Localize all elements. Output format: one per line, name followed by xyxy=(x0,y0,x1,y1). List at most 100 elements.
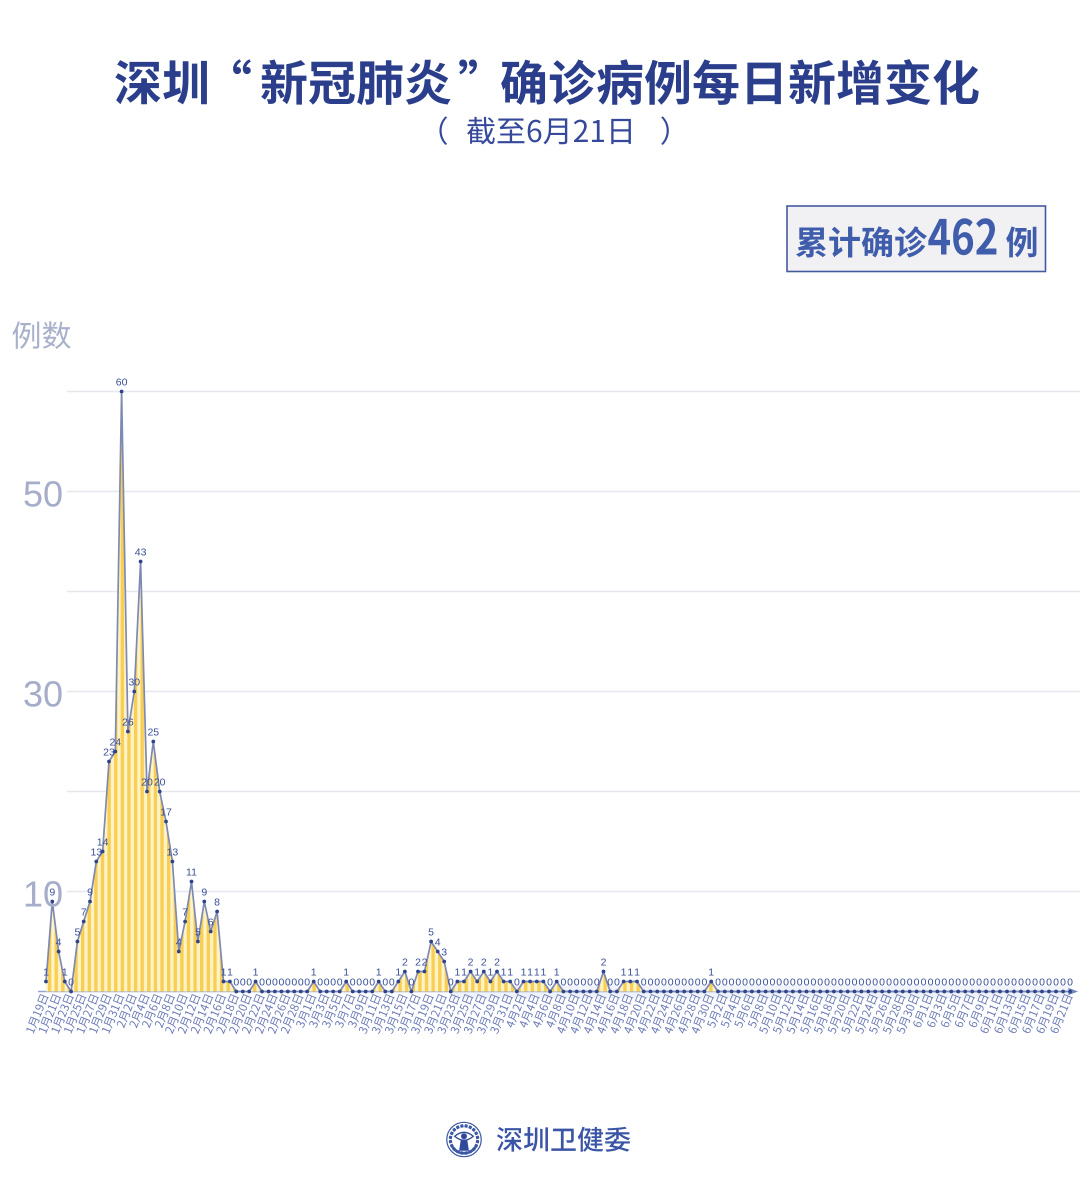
svg-text:30: 30 xyxy=(23,674,63,715)
svg-text:1: 1 xyxy=(534,967,540,979)
svg-text:1: 1 xyxy=(253,967,259,979)
svg-text:1: 1 xyxy=(501,967,507,979)
svg-text:0: 0 xyxy=(934,977,940,989)
svg-text:0: 0 xyxy=(246,977,252,989)
svg-text:25: 25 xyxy=(147,727,159,739)
svg-text:9: 9 xyxy=(87,887,93,899)
svg-text:0: 0 xyxy=(266,977,272,989)
svg-text:0: 0 xyxy=(955,977,961,989)
svg-text:0: 0 xyxy=(701,977,707,989)
svg-text:1: 1 xyxy=(507,967,513,979)
svg-text:1: 1 xyxy=(311,967,317,979)
svg-text:0: 0 xyxy=(941,977,947,989)
svg-text:0: 0 xyxy=(824,977,830,989)
svg-text:0: 0 xyxy=(594,977,600,989)
svg-text:11: 11 xyxy=(186,867,197,879)
svg-text:0: 0 xyxy=(893,977,899,989)
svg-text:1: 1 xyxy=(627,967,633,979)
svg-text:0: 0 xyxy=(1060,977,1066,989)
svg-text:0: 0 xyxy=(648,977,654,989)
svg-text:0: 0 xyxy=(962,977,968,989)
svg-text:0: 0 xyxy=(408,977,414,989)
svg-text:7: 7 xyxy=(81,907,87,919)
svg-text:0: 0 xyxy=(969,977,975,989)
svg-text:0: 0 xyxy=(356,977,362,989)
svg-text:0: 0 xyxy=(674,977,680,989)
svg-text:0: 0 xyxy=(735,977,741,989)
svg-text:1: 1 xyxy=(540,967,546,979)
svg-text:1: 1 xyxy=(395,967,401,979)
svg-text:7: 7 xyxy=(182,907,188,919)
svg-text:0: 0 xyxy=(285,977,291,989)
svg-text:26: 26 xyxy=(122,717,134,729)
svg-text:17: 17 xyxy=(160,807,172,819)
svg-text:0: 0 xyxy=(990,977,996,989)
svg-text:0: 0 xyxy=(1032,977,1038,989)
svg-text:0: 0 xyxy=(547,977,553,989)
svg-text:6: 6 xyxy=(208,917,214,929)
svg-text:1: 1 xyxy=(527,967,533,979)
svg-text:5: 5 xyxy=(428,927,434,939)
svg-text:1: 1 xyxy=(454,967,460,979)
svg-text:3: 3 xyxy=(441,947,447,959)
svg-text:9: 9 xyxy=(201,887,207,899)
svg-text:1: 1 xyxy=(227,967,233,979)
svg-text:0: 0 xyxy=(928,977,934,989)
svg-text:0: 0 xyxy=(1046,977,1052,989)
svg-text:0: 0 xyxy=(661,977,667,989)
svg-text:1: 1 xyxy=(221,967,227,979)
svg-text:0: 0 xyxy=(350,977,356,989)
svg-text:43: 43 xyxy=(135,547,147,559)
svg-text:0: 0 xyxy=(852,977,858,989)
svg-text:0: 0 xyxy=(1025,977,1031,989)
svg-text:20: 20 xyxy=(141,777,153,789)
svg-text:0: 0 xyxy=(668,977,674,989)
svg-text:0: 0 xyxy=(317,977,323,989)
svg-text:60: 60 xyxy=(116,377,128,389)
svg-text:0: 0 xyxy=(845,977,851,989)
svg-text:0: 0 xyxy=(259,977,265,989)
svg-text:1: 1 xyxy=(634,967,640,979)
svg-text:2: 2 xyxy=(415,957,421,969)
svg-text:0: 0 xyxy=(278,977,284,989)
svg-text:4: 4 xyxy=(176,937,182,949)
svg-text:0: 0 xyxy=(291,977,297,989)
svg-text:0: 0 xyxy=(654,977,660,989)
svg-text:0: 0 xyxy=(448,977,454,989)
svg-text:0: 0 xyxy=(324,977,330,989)
svg-text:0: 0 xyxy=(763,977,769,989)
svg-text:23: 23 xyxy=(103,747,115,759)
svg-text:1: 1 xyxy=(62,967,68,979)
svg-text:9: 9 xyxy=(49,887,55,899)
svg-text:0: 0 xyxy=(363,977,369,989)
svg-text:0: 0 xyxy=(607,977,613,989)
svg-text:0: 0 xyxy=(907,977,913,989)
svg-text:1: 1 xyxy=(461,967,467,979)
svg-text:0: 0 xyxy=(580,977,586,989)
svg-text:0: 0 xyxy=(872,977,878,989)
svg-text:5: 5 xyxy=(195,927,201,939)
svg-text:0: 0 xyxy=(330,977,336,989)
svg-text:0: 0 xyxy=(858,977,864,989)
svg-text:0: 0 xyxy=(865,977,871,989)
svg-text:0: 0 xyxy=(879,977,885,989)
svg-text:0: 0 xyxy=(1067,977,1073,989)
svg-text:20: 20 xyxy=(154,777,166,789)
svg-text:0: 0 xyxy=(567,977,573,989)
svg-text:0: 0 xyxy=(1011,977,1017,989)
svg-text:1: 1 xyxy=(43,967,49,979)
svg-text:0: 0 xyxy=(382,977,388,989)
svg-text:0: 0 xyxy=(1053,977,1059,989)
svg-text:13: 13 xyxy=(167,847,179,859)
svg-text:0: 0 xyxy=(948,977,954,989)
svg-text:0: 0 xyxy=(804,977,810,989)
svg-text:1: 1 xyxy=(474,967,480,979)
svg-text:0: 0 xyxy=(389,977,395,989)
svg-text:0: 0 xyxy=(337,977,343,989)
svg-text:0: 0 xyxy=(614,977,620,989)
svg-text:0: 0 xyxy=(976,977,982,989)
svg-text:0: 0 xyxy=(681,977,687,989)
svg-text:5: 5 xyxy=(74,927,80,939)
svg-text:0: 0 xyxy=(722,977,728,989)
svg-text:2: 2 xyxy=(422,957,428,969)
